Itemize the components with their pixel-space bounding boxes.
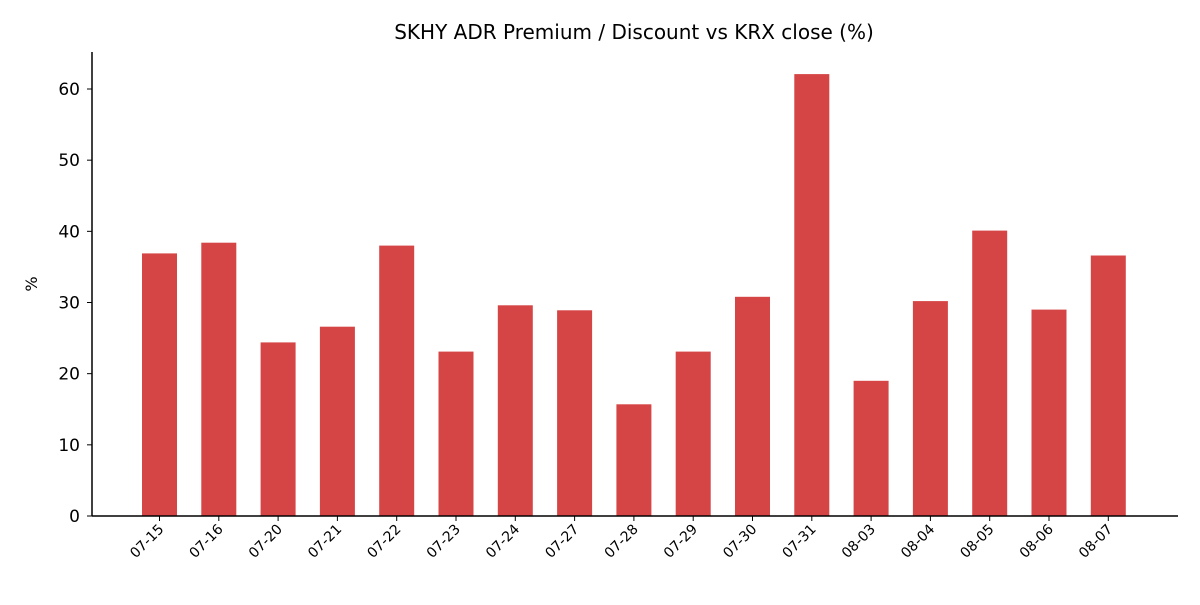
x-tick-label: 08-05 <box>957 522 997 562</box>
x-tick-label: 07-21 <box>305 522 345 562</box>
y-tick-label: 40 <box>58 222 80 242</box>
bar-08-07 <box>1090 255 1126 516</box>
x-tick-label: 07-16 <box>187 521 227 561</box>
bar-08-05 <box>972 230 1008 516</box>
x-tick-label: 08-07 <box>1076 522 1116 562</box>
x-axis-ticks: 07-15 07-16 07-20 07-21 07-22 07-23 07-24 07-27… <box>127 516 1116 562</box>
y-axis-label: % <box>22 276 41 291</box>
bar-07-22 <box>379 245 415 516</box>
bars-group <box>142 74 1126 516</box>
y-axis-ticks: 0 10 20 30 40 50 60 <box>58 80 92 527</box>
y-tick-label: 20 <box>58 365 80 385</box>
bar-07-23 <box>438 351 474 516</box>
x-tick-label: 07-28 <box>602 522 642 562</box>
x-tick-label: 07-27 <box>542 522 582 562</box>
x-tick-label: 08-04 <box>898 521 938 561</box>
y-tick-label: 10 <box>58 436 80 456</box>
bar-07-16 <box>201 242 237 516</box>
x-tick-label: 07-22 <box>364 522 404 562</box>
y-tick-label: 60 <box>58 80 80 100</box>
bar-07-28 <box>616 404 652 516</box>
x-tick-label: 07-30 <box>720 522 760 562</box>
bar-07-24 <box>497 305 533 516</box>
x-tick-label: 07-24 <box>483 521 523 561</box>
y-tick-label: 30 <box>58 294 80 314</box>
bar-07-31 <box>794 74 830 516</box>
bar-07-29 <box>675 351 711 516</box>
x-tick-label: 08-06 <box>1017 521 1057 561</box>
bar-07-21 <box>319 326 355 516</box>
x-tick-label: 08-03 <box>839 522 879 562</box>
bar-07-15 <box>142 253 177 516</box>
bar-08-04 <box>912 301 948 516</box>
bar-08-06 <box>1031 309 1067 516</box>
x-tick-label: 07-15 <box>127 522 167 562</box>
y-tick-label: 0 <box>69 507 80 527</box>
chart-title: SKHY ADR Premium / Discount vs KRX close… <box>394 20 874 44</box>
x-tick-label: 07-23 <box>424 522 464 562</box>
bar-07-30 <box>735 296 770 516</box>
bar-07-27 <box>557 310 593 516</box>
y-tick-label: 50 <box>58 151 80 171</box>
x-tick-label: 07-31 <box>780 522 820 562</box>
x-tick-label: 07-29 <box>661 522 701 562</box>
x-tick-label: 07-20 <box>246 522 286 562</box>
bar-07-20 <box>260 342 296 516</box>
bar-08-03 <box>853 380 889 516</box>
